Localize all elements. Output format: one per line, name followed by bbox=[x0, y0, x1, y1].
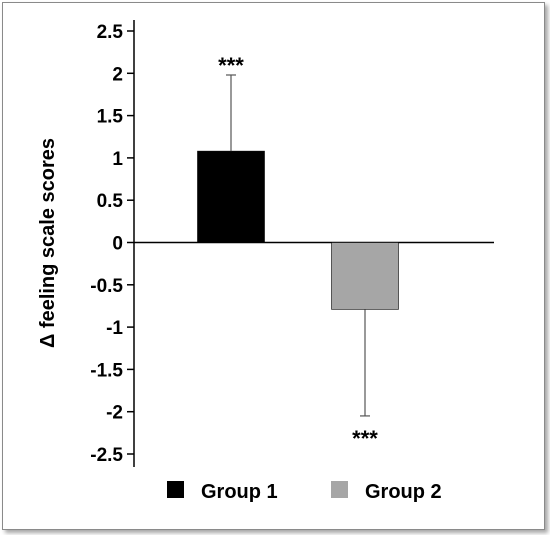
legend-swatch-2 bbox=[331, 481, 348, 498]
legend-swatch-1 bbox=[167, 481, 184, 498]
legend-label-2: Group 2 bbox=[365, 481, 442, 503]
y-tick-label: 1.5 bbox=[97, 107, 124, 128]
significance-label-2: *** bbox=[352, 426, 378, 451]
y-tick-label: 1 bbox=[112, 149, 123, 170]
legend-label-1: Group 1 bbox=[201, 481, 278, 503]
y-tick-label: -2.5 bbox=[90, 445, 123, 466]
y-tick-label: -0.5 bbox=[90, 276, 123, 297]
y-tick-label: -2 bbox=[106, 403, 123, 424]
y-axis-label: Δ feeling scale scores bbox=[37, 138, 59, 348]
bars: *** *** bbox=[197, 53, 399, 451]
y-tick-label: -1 bbox=[106, 318, 123, 339]
chart-frame bbox=[2, 2, 545, 530]
bar-2 bbox=[331, 242, 399, 310]
legend: Group 1 Group 2 bbox=[167, 481, 442, 503]
y-tick-label: 0.5 bbox=[97, 191, 124, 212]
y-tick-label: 2.5 bbox=[97, 22, 124, 43]
significance-label-1: *** bbox=[218, 53, 244, 78]
y-tick-label: 2 bbox=[112, 64, 123, 85]
y-tick-label: -1.5 bbox=[90, 360, 123, 381]
axes: 2.5 2 1.5 1 0.5 0 -0.5 -1 -1.5 -2 -2.5 bbox=[90, 20, 494, 467]
bar-1 bbox=[197, 150, 265, 243]
y-tick-label: 0 bbox=[112, 234, 123, 255]
